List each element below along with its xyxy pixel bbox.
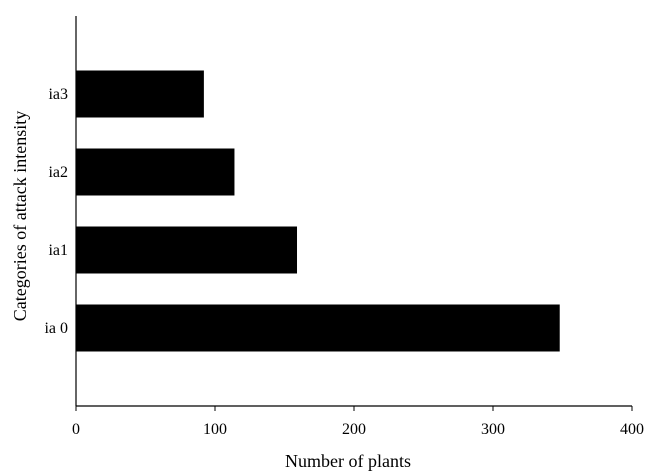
bar-ia3 [76,70,204,118]
bar-ia0 [76,304,560,352]
x-tick-label: 400 [620,421,644,438]
y-tick-label: ia1 [48,242,68,259]
y-tick-label: ia3 [48,86,68,103]
x-tick-label: 300 [481,421,505,438]
y-tick-label: ia 0 [44,320,68,337]
x-tick-label: 100 [203,421,227,438]
x-ticks-layer: 0 100 200 300 400 [72,406,644,438]
x-axis-title: Number of plants [285,451,411,471]
bars-layer [76,70,560,352]
y-tick-label: ia2 [48,164,68,181]
x-tick-label: 200 [342,421,366,438]
bar-ia2 [76,148,235,196]
y-axis-title: Categories of attack intensity [10,111,30,321]
bar-ia1 [76,226,298,274]
x-tick-label: 0 [72,421,80,438]
y-ticks-layer: ia 0 ia1 ia2 ia3 [44,86,68,337]
